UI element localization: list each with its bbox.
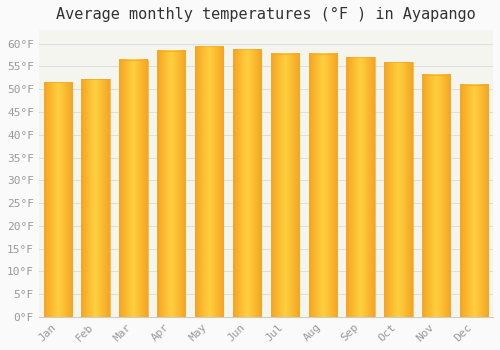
Bar [44,82,72,317]
Bar [308,54,337,317]
Bar [82,79,110,317]
Bar [233,49,261,317]
Bar [270,54,299,317]
Bar [157,50,186,317]
Bar [346,57,375,317]
Bar [422,75,450,317]
Bar [119,60,148,317]
Bar [384,62,412,317]
Bar [460,85,488,317]
Title: Average monthly temperatures (°F ) in Ayapango: Average monthly temperatures (°F ) in Ay… [56,7,476,22]
Bar [195,46,224,317]
